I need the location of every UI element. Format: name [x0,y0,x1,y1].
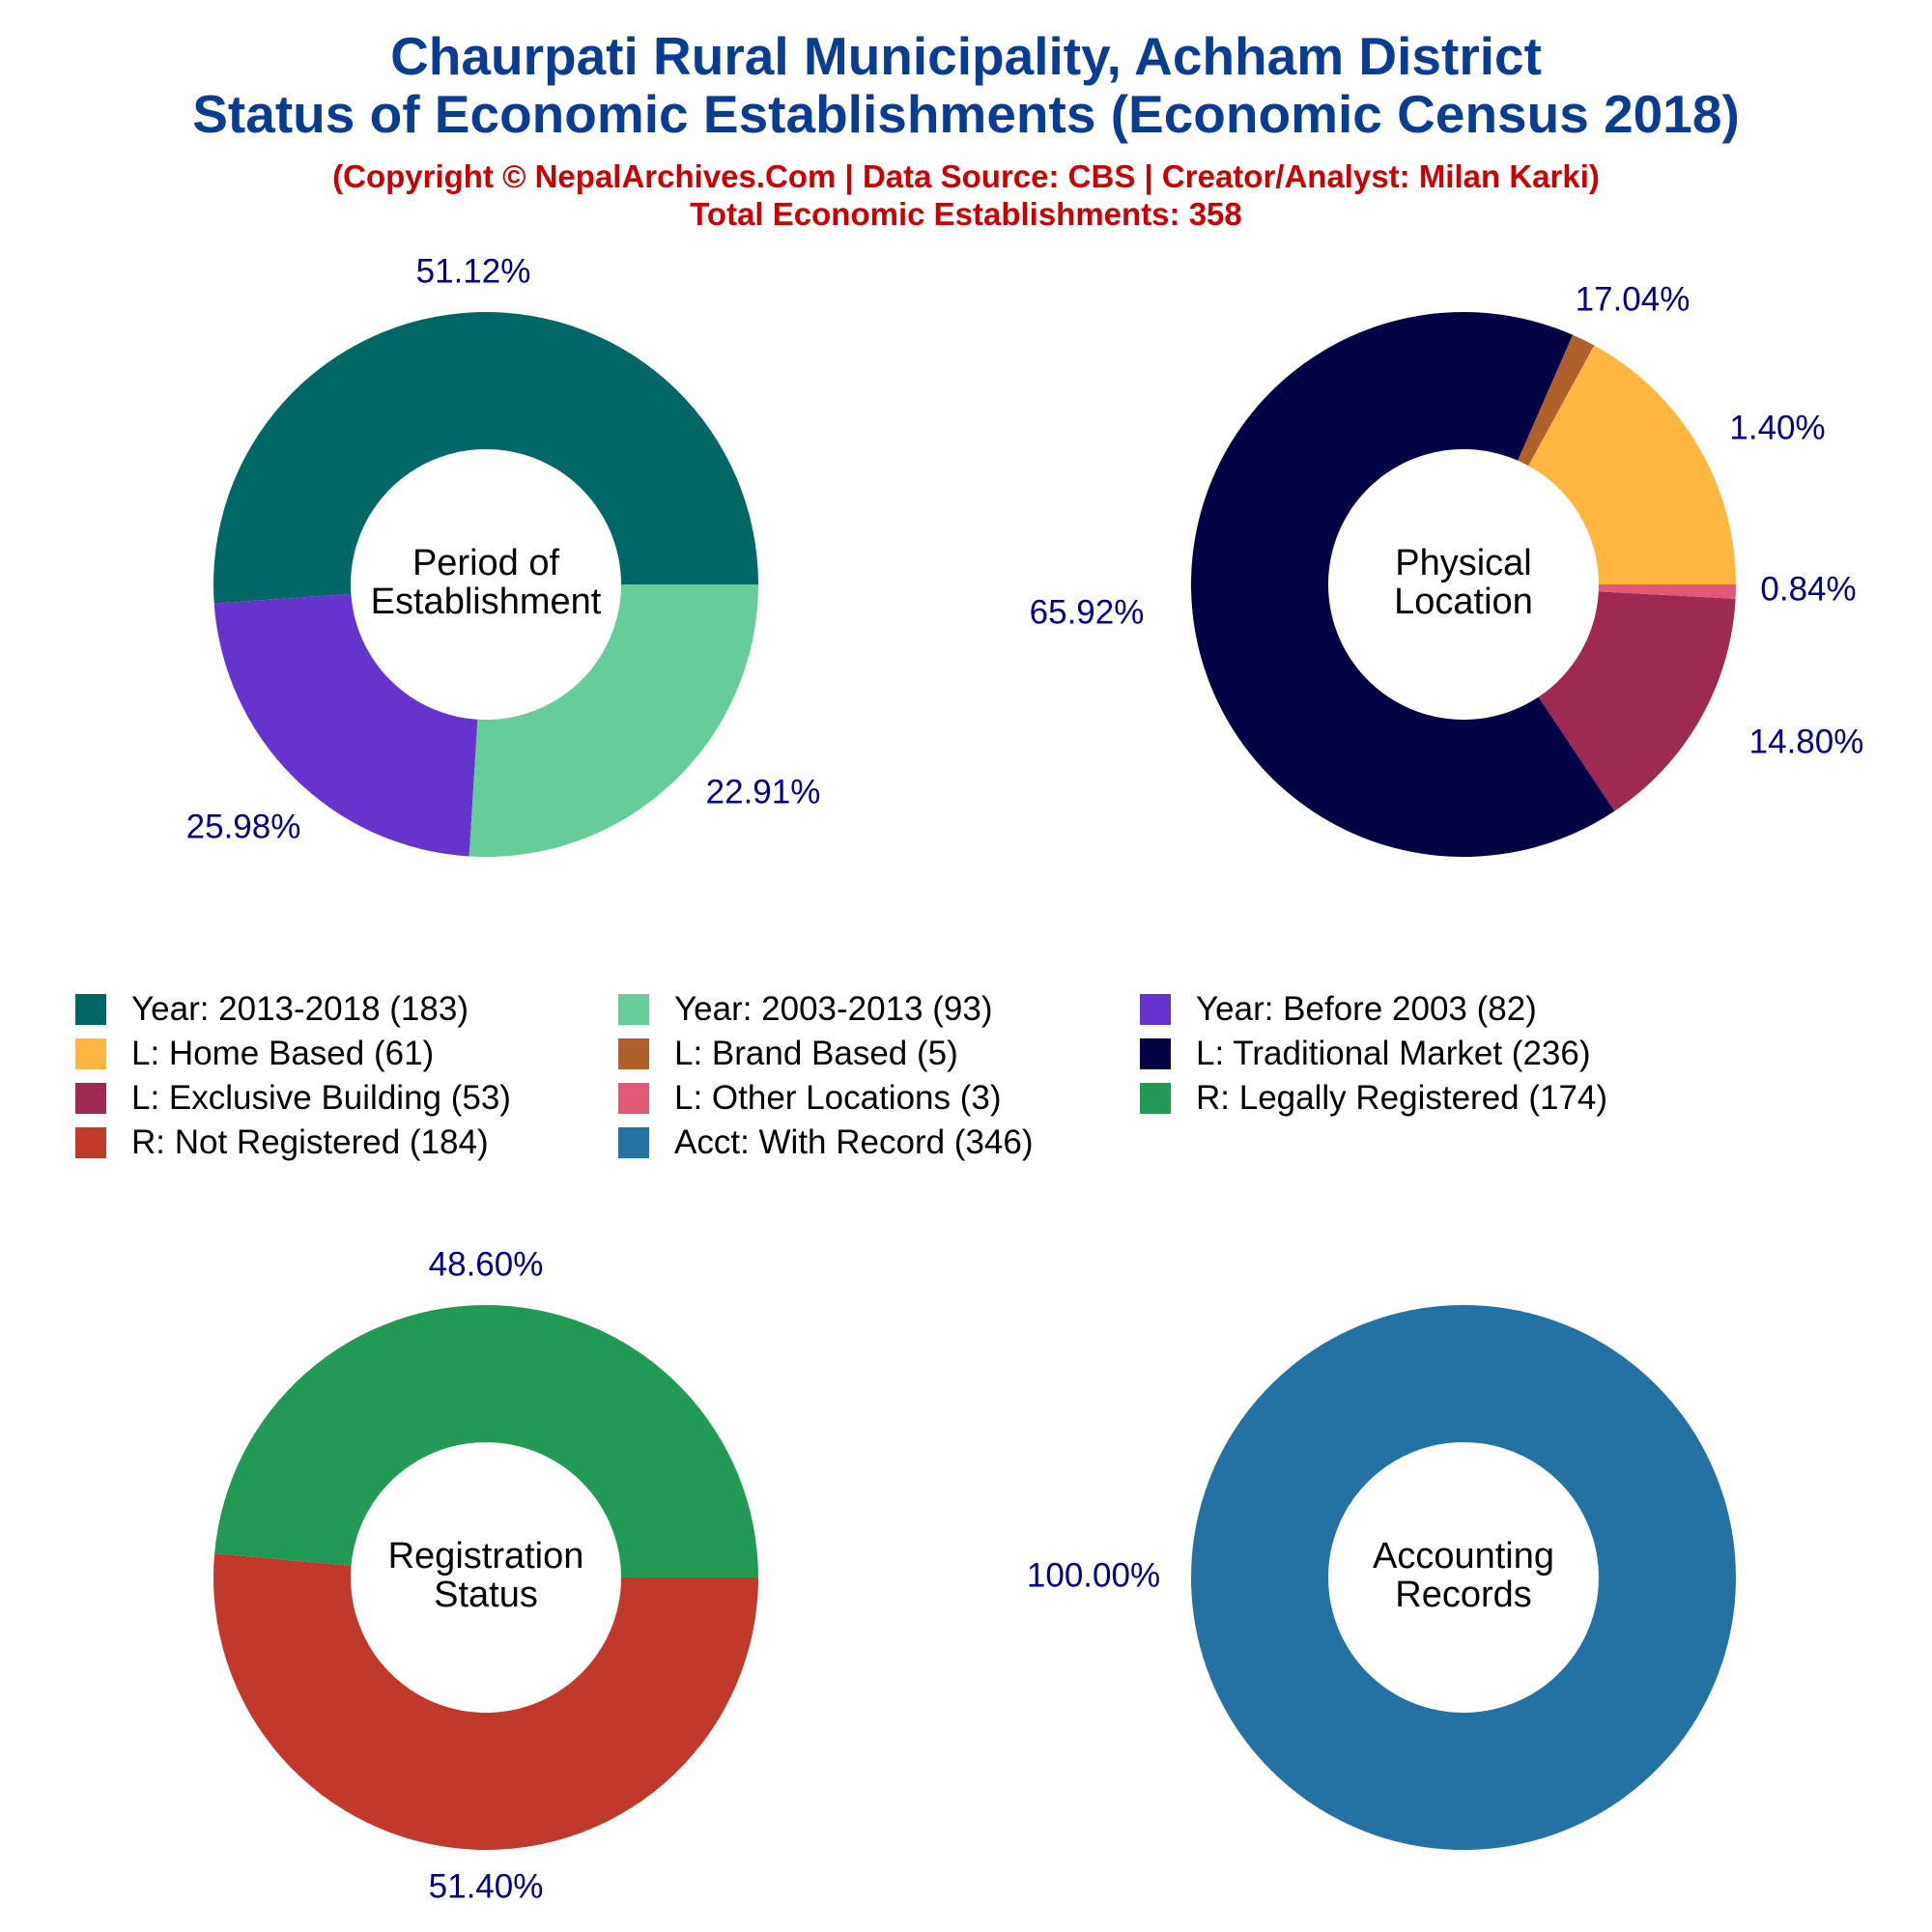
pie-slice [1518,334,1595,467]
legend-swatch [618,1083,649,1114]
slice-percent-label: 48.60% [429,1245,544,1283]
donut-center-label: Establishment [371,582,602,622]
legend-item: Year: Before 2003 (82) [1140,990,1537,1029]
pie-slice [1191,312,1615,858]
copyright-text: (Copyright © NepalArchives.Com | Data So… [332,158,1600,194]
legend-swatch [75,994,106,1025]
legend-label: L: Home Based (61) [131,1035,435,1072]
chart-title-line1: Chaurpati Rural Municipality, Achham Dis… [390,26,1542,86]
donut-center-label: Period of [412,543,560,583]
legend-swatch [1140,1083,1171,1114]
legend-label: Acct: With Record (346) [674,1123,1034,1161]
legend-label: Year: Before 2003 (82) [1196,990,1537,1028]
legend-label: R: Not Registered (184) [131,1123,489,1161]
legend-label: L: Traditional Market (236) [1196,1035,1591,1072]
total-establishments: Total Economic Establishments: 358 [690,196,1242,232]
legend-swatch [618,994,649,1025]
legend-item: R: Legally Registered (174) [1140,1079,1607,1118]
donut-center-label: Records [1395,1575,1532,1615]
legend-item: L: Other Locations (3) [618,1079,1002,1118]
legend-label: L: Exclusive Building (53) [131,1079,511,1117]
legend-swatch [618,1038,649,1069]
slice-percent-label: 51.12% [416,252,531,290]
legend-item: L: Exclusive Building (53) [75,1079,511,1118]
legend-swatch [75,1038,106,1069]
slice-percent-label: 65.92% [1030,593,1145,631]
chart-title-line2: Status of Economic Establishments (Econo… [192,84,1740,144]
slice-percent-label: 1.40% [1729,409,1825,446]
pie-slice [1538,591,1736,811]
legend-label: L: Other Locations (3) [674,1079,1002,1117]
pie-slice [213,593,478,857]
legend-label: Year: 2003-2013 (93) [674,990,993,1028]
pie-slice [1598,584,1736,599]
slice-percent-label: 100.00% [1027,1556,1160,1594]
donut-center-label: Physical [1395,543,1532,583]
pie-slice [214,1305,759,1577]
legend-label: Year: 2013-2018 (183) [131,990,469,1028]
donut-center-label: Location [1394,582,1533,622]
legend-label: L: Brand Based (5) [674,1035,958,1072]
slice-percent-label: 25.98% [186,808,301,845]
legend-swatch [75,1127,106,1158]
slice-percent-label: 51.40% [429,1867,544,1905]
pie-slice [1191,1305,1736,1850]
legend-item: R: Not Registered (184) [75,1123,489,1162]
pie-slice [213,311,758,604]
legend-item: L: Home Based (61) [75,1035,434,1073]
legend-item: Year: 2013-2018 (183) [75,990,469,1029]
pie-slice [1528,345,1736,584]
slice-percent-label: 0.84% [1760,570,1856,608]
legend-item: Year: 2003-2013 (93) [618,990,993,1029]
donut-center-label: Status [434,1575,538,1615]
legend-swatch [618,1127,649,1158]
legend-label: R: Legally Registered (174) [1196,1079,1608,1117]
legend-swatch [1140,994,1171,1025]
donut-center-label: Accounting [1373,1536,1554,1577]
slice-percent-label: 22.91% [706,773,821,810]
legend-item: L: Brand Based (5) [618,1035,958,1073]
legend-item: Acct: With Record (346) [618,1123,1034,1162]
legend-swatch [1140,1038,1171,1069]
slice-percent-label: 14.80% [1749,723,1864,760]
legend-swatch [75,1083,106,1114]
legend-item: L: Traditional Market (236) [1140,1035,1591,1073]
slice-percent-label: 17.04% [1576,280,1690,318]
donut-center-label: Registration [388,1536,584,1577]
pie-slice [213,1553,759,1851]
pie-slice [469,584,758,858]
